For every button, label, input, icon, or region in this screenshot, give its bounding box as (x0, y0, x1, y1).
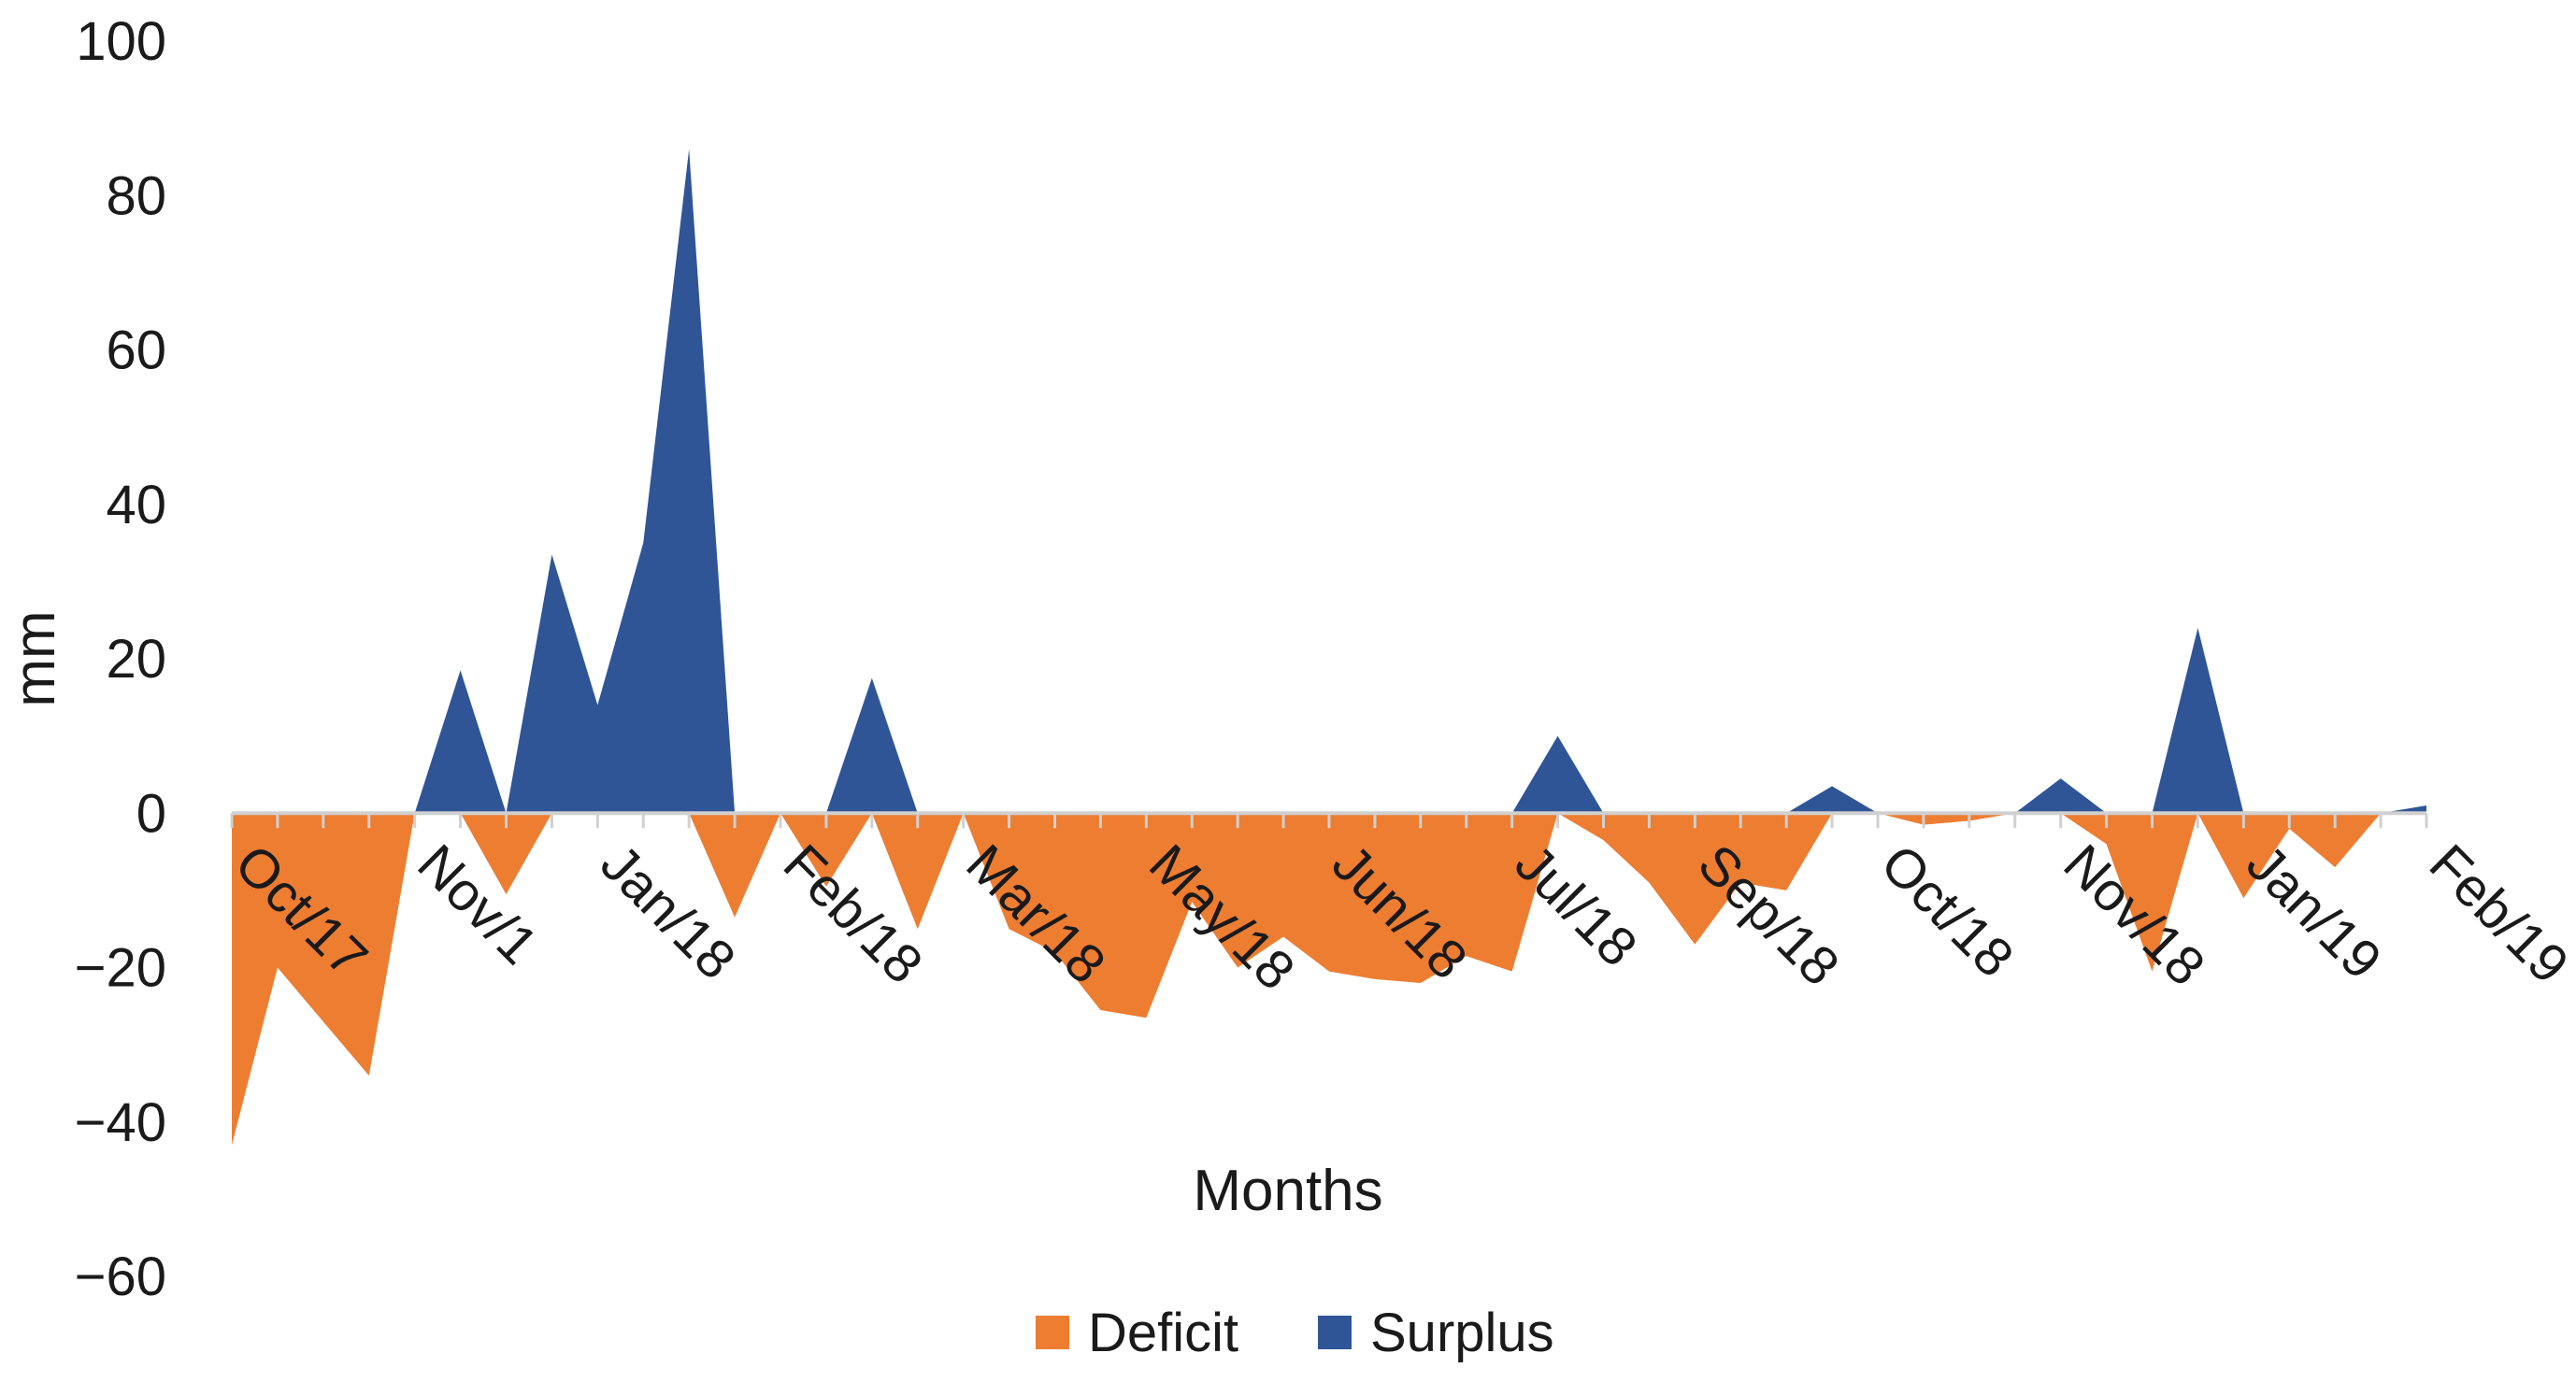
x-category-label: Oct/18 (1869, 833, 2025, 989)
x-category-label: Feb/19 (2418, 833, 2576, 995)
plot-area (232, 149, 2426, 1146)
y-axis-title: mm (3, 610, 67, 706)
y-tick-label: 100 (76, 11, 166, 72)
series-area-deficit (232, 813, 2426, 1146)
series-area-surplus (232, 149, 2426, 814)
legend-swatch-surplus (1318, 1316, 1352, 1349)
legend-swatch-deficit (1036, 1316, 1069, 1349)
y-tick-label: 40 (106, 475, 166, 535)
y-tick-label: 80 (106, 165, 166, 226)
y-tick-label: 60 (106, 321, 166, 381)
y-tick-label: 20 (106, 629, 166, 690)
y-axis-tick-labels: 100 80 60 40 20 0 −20 −40 −60 (75, 11, 166, 1307)
x-axis-ticks (230, 813, 2428, 829)
y-tick-label: −60 (75, 1246, 166, 1307)
legend-label-surplus: Surplus (1370, 1303, 1554, 1363)
x-category-label: Jan/19 (2235, 833, 2393, 990)
y-tick-label: −40 (75, 1092, 166, 1153)
legend: Deficit Surplus (1036, 1303, 1554, 1363)
x-axis-title: Months (1193, 1159, 1382, 1223)
legend-label-deficit: Deficit (1088, 1303, 1238, 1363)
y-tick-label: −20 (75, 938, 166, 999)
y-tick-label: 0 (136, 783, 166, 844)
